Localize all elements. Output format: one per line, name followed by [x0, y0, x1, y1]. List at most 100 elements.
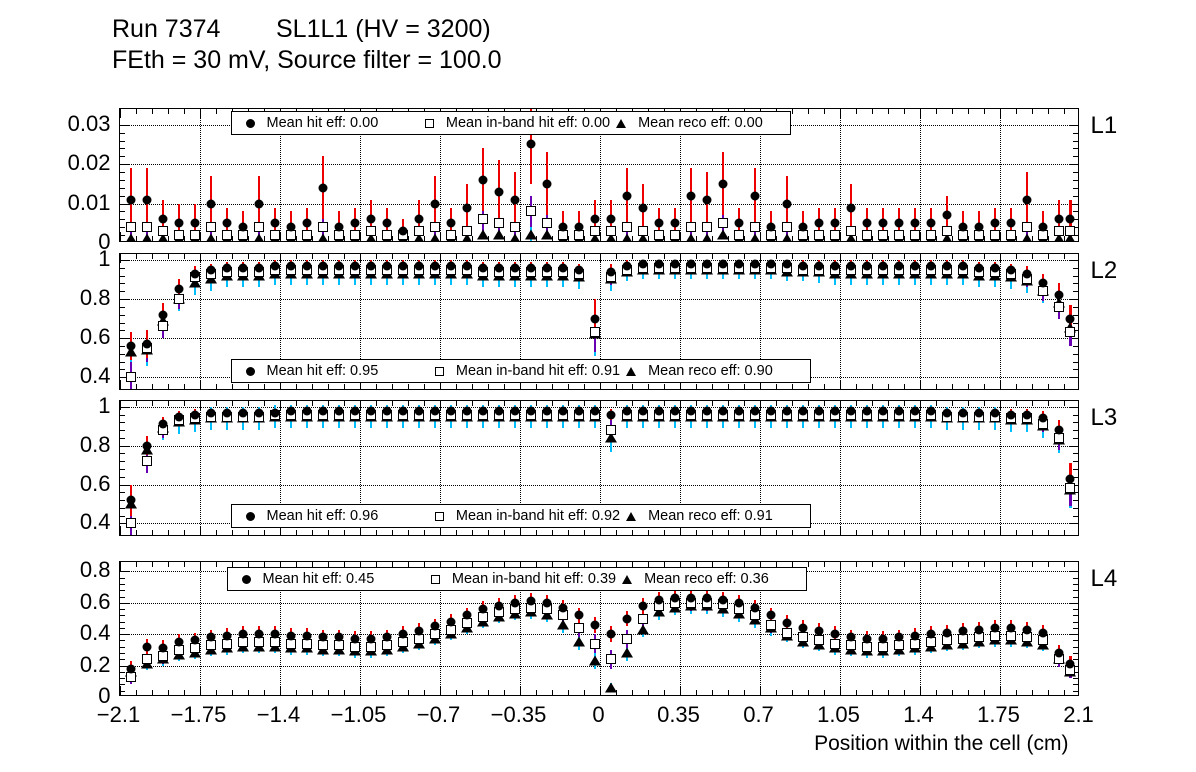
marker-hit-eff	[974, 625, 984, 634]
marker-hit-eff	[286, 406, 296, 416]
x-tick-minor	[1047, 690, 1049, 695]
panel-l2: Mean hit eff: 0.95 Mean in-band hit eff: …	[0, 253, 1196, 390]
y-tick-minor	[119, 609, 125, 611]
marker-hit-eff	[782, 618, 792, 628]
x-tick	[279, 380, 281, 389]
marker-reco-eff	[652, 606, 665, 617]
x-tick-top	[439, 254, 441, 263]
x-tick-minor-top	[951, 562, 953, 567]
x-tick-minor-top	[1063, 254, 1065, 259]
marker-hit-eff	[366, 261, 376, 271]
x-tick-minor	[1031, 690, 1033, 695]
x-tick-minor-top	[327, 562, 329, 567]
marker-hit-eff	[942, 628, 952, 638]
marker-hit-eff	[622, 261, 632, 271]
marker-hit-eff	[542, 179, 552, 189]
x-tick-minor-top	[935, 401, 937, 406]
marker-hit-eff	[862, 218, 872, 228]
marker-inband-hit-eff	[1053, 226, 1064, 237]
x-tick	[519, 380, 521, 389]
x-tick	[199, 380, 201, 389]
gridline-vertical	[759, 109, 761, 241]
x-tick	[999, 526, 1001, 535]
y-tick-minor-right	[1072, 453, 1078, 455]
gridline-vertical	[919, 401, 921, 535]
marker-hit-eff	[830, 629, 840, 639]
marker-hit-eff	[510, 195, 520, 205]
x-tick-minor-top	[1063, 562, 1065, 567]
x-tick-minor-top	[343, 254, 345, 259]
marker-hit-eff	[894, 632, 904, 642]
marker-hit-eff	[1054, 290, 1064, 300]
x-tick-minor-top	[311, 562, 313, 567]
marker-reco-eff	[540, 609, 553, 620]
marker-hit-eff	[462, 406, 472, 416]
marker-hit-eff	[158, 214, 168, 224]
gridline-vertical	[359, 109, 361, 241]
y-tick-minor	[119, 646, 125, 648]
x-tick-minor-top	[295, 254, 297, 259]
x-tick-minor	[247, 530, 249, 535]
marker-hit-eff	[462, 203, 472, 213]
x-tick-minor	[871, 530, 873, 535]
marker-hit-eff	[302, 406, 312, 416]
y-tick-minor-right	[1072, 172, 1078, 174]
y-tick-minor	[119, 590, 125, 592]
marker-inband-hit-eff	[189, 230, 200, 241]
x-tick-minor-top	[535, 401, 537, 406]
x-tick-minor	[311, 530, 313, 535]
x-tick-minor-top	[167, 109, 169, 114]
marker-hit-eff	[270, 218, 280, 228]
marker-hit-eff	[718, 179, 728, 189]
marker-reco-eff	[620, 647, 633, 658]
x-tick-minor	[983, 690, 985, 695]
marker-hit-eff	[750, 406, 760, 416]
marker-hit-eff	[302, 631, 312, 641]
x-tick-top	[759, 562, 761, 571]
marker-hit-eff	[254, 199, 264, 209]
x-tick-minor-top	[791, 109, 793, 114]
y-tick-minor	[119, 621, 125, 623]
x-tick-minor-top	[183, 254, 185, 259]
x-tick-top	[839, 562, 841, 571]
marker-inband-hit-eff	[125, 222, 136, 233]
marker-reco-eff	[1020, 233, 1033, 241]
gridline-vertical	[679, 109, 681, 241]
y-tick-minor-right	[1072, 500, 1078, 502]
marker-hit-eff	[1054, 214, 1064, 224]
y-tick-minor	[119, 148, 125, 150]
marker-hit-eff	[894, 261, 904, 271]
marker-inband-hit-eff	[589, 638, 600, 649]
marker-hit-eff	[686, 191, 696, 201]
gridline-vertical	[359, 562, 361, 695]
panel-label-l2: L2	[1090, 257, 1118, 284]
marker-hit-eff	[542, 598, 552, 608]
marker-hit-eff	[654, 595, 664, 605]
marker-hit-eff	[270, 261, 280, 271]
x-tick-minor	[343, 530, 345, 535]
x-tick-minor	[711, 530, 713, 535]
x-tick-minor-top	[487, 254, 489, 259]
marker-hit-eff	[158, 419, 168, 429]
x-tick-minor-top	[215, 562, 217, 567]
marker-inband-hit-eff	[1021, 222, 1032, 233]
marker-hit-eff	[766, 610, 776, 620]
marker-hit-eff	[574, 610, 584, 620]
y-tick-label: 0.02	[67, 150, 111, 176]
marker-hit-eff	[366, 406, 376, 416]
marker-hit-eff	[590, 620, 600, 630]
x-tick-minor	[743, 384, 745, 389]
x-tick	[599, 380, 601, 389]
gridline-vertical	[679, 401, 681, 535]
y-tick-right	[1068, 571, 1078, 573]
marker-hit-eff	[782, 199, 792, 209]
gridline-horizontal	[119, 484, 1078, 486]
y-tick-label: 0	[98, 683, 111, 708]
marker-reco-eff	[188, 277, 201, 288]
marker-inband-hit-eff	[125, 518, 136, 529]
title-line-1: Run 7374 SL1L1 (HV = 3200)	[112, 15, 491, 43]
y-tick	[119, 665, 129, 667]
x-tick-minor	[631, 530, 633, 535]
marker-hit-eff	[558, 603, 568, 613]
marker-hit-eff	[366, 214, 376, 224]
